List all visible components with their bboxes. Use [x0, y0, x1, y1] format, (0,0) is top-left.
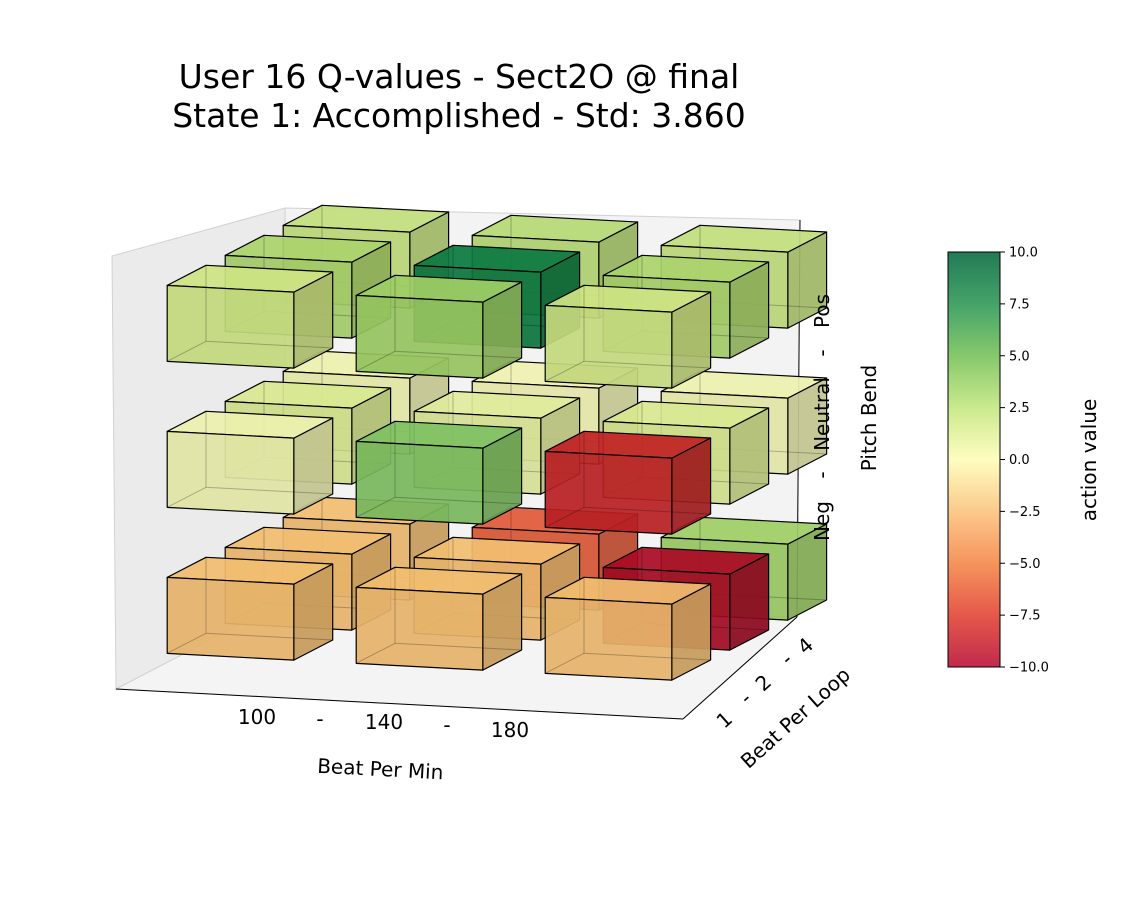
colorbar-gradient [947, 251, 1001, 668]
x-tick-180: 180 [491, 718, 529, 742]
colorbar-tick-label: −7.5 [1009, 609, 1041, 624]
bar-hidden-edge [355, 642, 396, 664]
colorbar-tick-label: −5.0 [1009, 557, 1041, 572]
z-axis-ticks: Neg - Neutral - Pos [810, 294, 834, 541]
bar-hidden-edges [394, 421, 522, 505]
z-tick-neutral: Neutral [810, 377, 834, 451]
colorbar-label: action value [1077, 399, 1101, 522]
y-tick-4: 4 [793, 633, 819, 659]
colorbar-tick-label: 0.0 [1009, 453, 1030, 468]
bar-hidden-edges [205, 411, 333, 495]
bar-hidden-edges [205, 557, 333, 641]
colorbar-tick-label: 7.5 [1009, 297, 1030, 312]
y-tick-1: 1 [712, 707, 738, 733]
colorbar: 10.0 7.5 5.0 2.5 0.0 −2.5 −5.0 −7.5 −10.0 action… [947, 246, 1101, 676]
x-tick-140: 140 [365, 710, 403, 734]
z-tick-pos: Pos [810, 294, 834, 328]
z-tick-sep-1: - [810, 471, 834, 478]
bar-front-face [544, 596, 673, 681]
bar-180-1-neutral [544, 430, 712, 535]
bar-hidden-edges [394, 275, 522, 359]
bar-hidden-edge [355, 350, 396, 372]
bar-hidden-edge [544, 652, 585, 674]
x-tick-100: 100 [238, 705, 276, 729]
bar-front-face [355, 586, 484, 671]
bar-100-1-neg [166, 556, 334, 661]
bar-100-1-pos [166, 264, 334, 369]
y-tick-sep-1: - [735, 686, 756, 709]
colorbar-tick-label: 5.0 [1009, 349, 1030, 364]
y-tick-sep-2: - [776, 647, 797, 670]
colorbar-tick-label: −10.0 [1009, 661, 1049, 676]
bar-hidden-edge [166, 486, 207, 508]
x-axis-label: Beat Per Min [317, 754, 444, 785]
x-tick-sep-1: - [316, 707, 323, 731]
bar-100-1-neutral [166, 410, 334, 515]
bar-front-face [166, 430, 295, 515]
bar-140-1-pos [355, 274, 523, 379]
x-tick-sep-2: - [443, 713, 450, 737]
bar-hidden-edge [544, 506, 585, 528]
bar-front-face [166, 576, 295, 661]
chart-title-line1: User 16 Q-values - Sect2O @ final [179, 57, 740, 96]
z-axis-label: Pitch Bend [857, 365, 881, 471]
bar-180-1-neg [544, 576, 712, 681]
bar-hidden-edges [583, 285, 711, 369]
bar-hidden-edge [355, 496, 396, 518]
bar-hidden-edges [583, 431, 711, 515]
x-axis-line [115, 688, 684, 720]
bar-hidden-edge [166, 340, 207, 362]
bar-hidden-edges [394, 567, 522, 651]
x-axis-ticks: 100 - 140 - 180 [238, 705, 529, 742]
bar-hidden-edge [544, 360, 585, 382]
bar-front-face [355, 294, 484, 379]
y-tick-2: 2 [751, 670, 777, 696]
colorbar-tick-label: −2.5 [1009, 505, 1041, 520]
z-tick-neg: Neg [810, 501, 834, 541]
y-axis-line [682, 616, 798, 720]
z-tick-sep-2: - [810, 349, 834, 356]
bar-hidden-edge [166, 632, 207, 654]
bars-group [166, 204, 828, 681]
bar-180-1-pos [544, 284, 712, 389]
bar-hidden-edges [205, 265, 333, 349]
bar-hidden-edges [583, 577, 711, 661]
bar-140-1-neutral [355, 420, 523, 525]
bar-front-face [544, 450, 673, 535]
bar-140-1-neg [355, 566, 523, 671]
colorbar-tick-label: 10.0 [1009, 246, 1038, 261]
bar-front-face [166, 284, 295, 369]
bar-front-face [544, 304, 673, 389]
chart-title-line2: State 1: Accomplished - Std: 3.860 [172, 96, 746, 135]
bar-front-face [355, 440, 484, 525]
colorbar-ticks: 10.0 7.5 5.0 2.5 0.0 −2.5 −5.0 −7.5 −10.0 [1000, 246, 1049, 676]
colorbar-tick-label: 2.5 [1009, 401, 1030, 416]
